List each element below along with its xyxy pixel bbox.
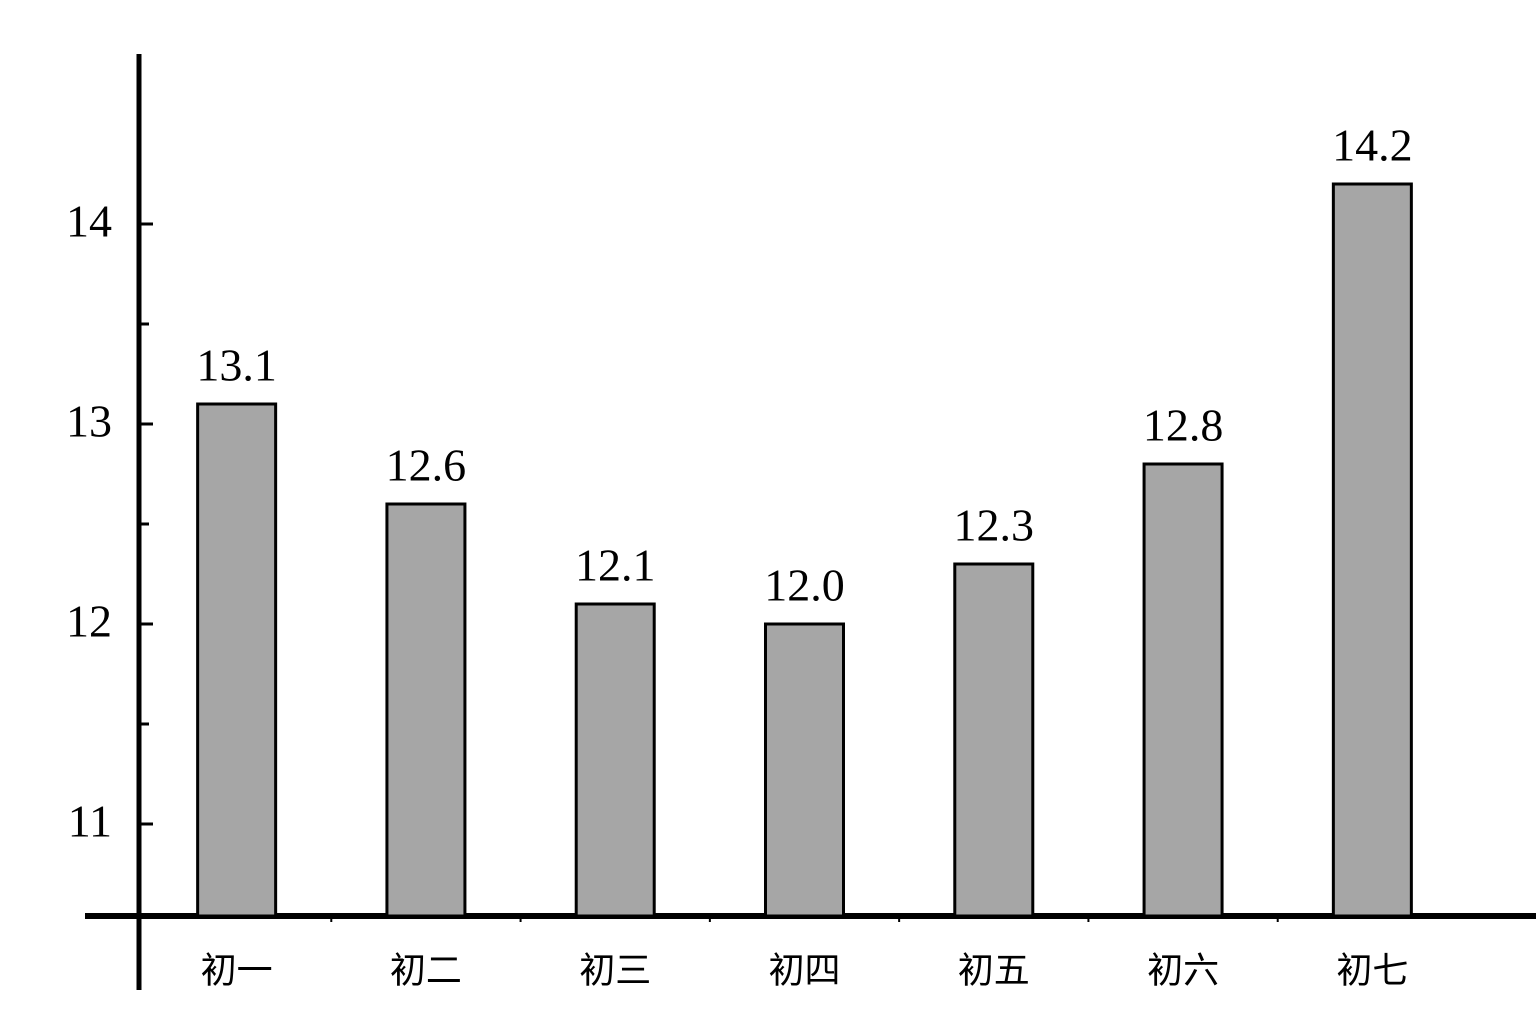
x-tick-label: 初二 [390,950,462,990]
bar [953,562,1035,918]
data-label: 12.1 [575,540,656,591]
bar [385,502,467,918]
data-label: 12.0 [764,560,845,611]
data-label: 12.8 [1143,400,1224,451]
bar [764,622,845,918]
y-tick-label: 14 [66,196,112,247]
y-tick-label: 13 [66,396,112,447]
y-tick-label: 12 [66,596,112,647]
x-tick-label: 初四 [768,950,840,990]
y-tick-label: 11 [68,796,112,847]
x-tick-label: 初七 [1336,950,1408,990]
data-label: 12.3 [954,500,1035,551]
bar [1331,182,1413,918]
data-label: 12.6 [386,440,467,491]
x-tick-label: 初六 [1147,950,1219,990]
x-tick-label: 初三 [579,950,651,990]
bar [1142,462,1224,918]
bar [574,602,656,918]
bar [196,402,278,918]
data-label: 14.2 [1332,120,1413,171]
x-tick-label: 初五 [958,950,1030,990]
x-tick-label: 初一 [201,950,273,990]
data-label: 13.1 [196,340,277,391]
